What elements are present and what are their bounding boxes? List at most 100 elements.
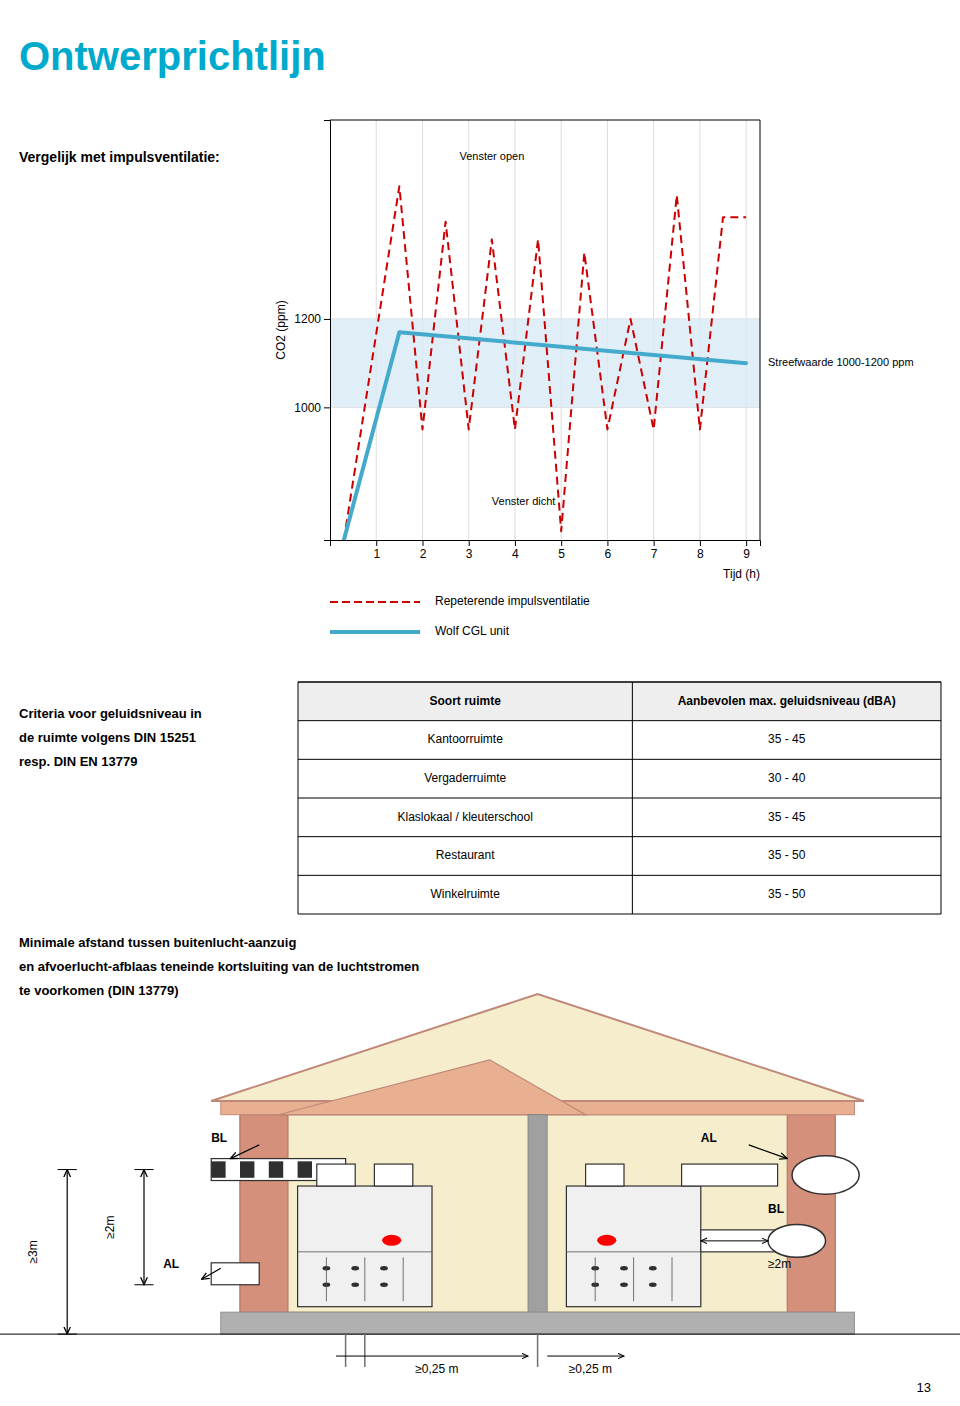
table-rule xyxy=(298,720,941,721)
grid xyxy=(330,120,760,540)
x-axis: 123456789 xyxy=(331,540,761,561)
unit-line xyxy=(566,1251,700,1252)
x-tick-label: 3 xyxy=(466,547,473,561)
x-tick-label: 1 xyxy=(373,547,380,561)
fan xyxy=(768,1224,826,1257)
pipe xyxy=(364,1334,366,1367)
table-cell: Klaslokaal / kleuterschool xyxy=(397,810,532,824)
x-tick-mark xyxy=(746,540,747,546)
duct xyxy=(701,1230,778,1252)
x-axis-title: Tijd (h) xyxy=(723,567,760,581)
y-tick-mark xyxy=(324,407,330,408)
x-tick: 6 xyxy=(605,540,612,561)
y-tick: 1000 xyxy=(294,401,330,415)
chart-title: Vergelijk met impulsventilatie: xyxy=(19,149,220,165)
unit-dot xyxy=(380,1266,388,1270)
table-cell: 35 - 45 xyxy=(768,732,806,746)
x-tick-mark xyxy=(607,540,608,546)
duct xyxy=(317,1164,355,1186)
ventilation-unit xyxy=(298,1186,432,1307)
x-tick-label: 8 xyxy=(697,547,704,561)
x-tick-mark xyxy=(422,540,423,546)
x-tick: 4 xyxy=(512,540,519,561)
distance-arrow xyxy=(67,1170,68,1335)
duct-band xyxy=(269,1161,283,1177)
page: Ontwerprichtlijn Vergelijk met impulsvent… xyxy=(0,0,960,1406)
unit-line xyxy=(595,1257,596,1301)
inner-roof xyxy=(278,1060,585,1115)
x-tick: 8 xyxy=(697,540,704,561)
table-cell: Kantoorruimte xyxy=(427,732,503,746)
house-wall xyxy=(240,1115,835,1312)
diagram-label: BL xyxy=(768,1202,784,1216)
table-header-cell: Aanbevolen max. geluidsniveau (dBA) xyxy=(678,694,896,708)
distance-text: en afvoerlucht-afblaas teneinde kortslui… xyxy=(19,959,419,974)
table: Soort ruimteAanbevolen max. geluidsnivea… xyxy=(298,682,941,914)
brick-wall xyxy=(787,1115,835,1312)
unit-line xyxy=(364,1257,365,1301)
distance-tick xyxy=(58,1169,77,1170)
x-tick-mark xyxy=(561,540,562,546)
y-tick-label: 1000 xyxy=(294,401,321,415)
distance-arrow xyxy=(143,1170,144,1285)
plot-frame-right xyxy=(760,120,761,540)
series-line xyxy=(344,186,746,540)
x-tick-mark xyxy=(469,540,470,546)
unit-dot xyxy=(649,1283,657,1287)
unit-line xyxy=(298,1251,432,1252)
duct-band xyxy=(240,1161,254,1177)
diagram-label: ≥0,25 m xyxy=(569,1362,612,1376)
y-axis: 10001200 xyxy=(294,121,330,541)
unit-dot xyxy=(620,1283,628,1287)
table-rule xyxy=(298,798,941,799)
distance-text: Minimale afstand tussen buitenlucht-aanz… xyxy=(19,935,296,950)
page-title: Ontwerprichtlijn xyxy=(19,34,326,78)
ground-line xyxy=(0,1334,960,1335)
x-tick: 1 xyxy=(373,540,380,561)
y-axis-line xyxy=(324,121,331,541)
table-cell: Vergaderruimte xyxy=(424,771,506,785)
unit-indicator xyxy=(382,1235,401,1246)
table-cell: 35 - 45 xyxy=(768,810,806,824)
distance-arrow xyxy=(701,1240,768,1241)
x-tick-label: 7 xyxy=(651,547,658,561)
unit-dot xyxy=(351,1266,359,1270)
table-rule xyxy=(298,682,299,914)
table-rule xyxy=(298,875,941,876)
table-cell: 35 - 50 xyxy=(768,887,806,901)
fan xyxy=(792,1156,859,1194)
x-tick: 5 xyxy=(558,540,565,561)
table-rule xyxy=(298,681,941,683)
series-line xyxy=(344,332,746,540)
x-tick-label: 2 xyxy=(420,547,427,561)
legend-label: Repeterende impulsventilatie xyxy=(435,594,590,608)
unit-dot xyxy=(380,1283,388,1287)
distance-tick xyxy=(134,1284,153,1285)
table-cell: Restaurant xyxy=(436,848,495,862)
roof xyxy=(211,994,864,1101)
diagram-label: BL xyxy=(211,1131,227,1145)
table-rule xyxy=(298,914,941,915)
page-number: 13 xyxy=(917,1380,931,1395)
y-tick-mark xyxy=(324,319,330,320)
x-tick-mark xyxy=(700,540,701,546)
duct xyxy=(211,1263,259,1285)
x-tick-label: 4 xyxy=(512,547,519,561)
table-rule xyxy=(298,836,941,837)
unit-dot xyxy=(649,1266,657,1270)
y-axis-title: CO2 (ppm) xyxy=(274,300,288,359)
flow-arrow xyxy=(230,1145,259,1159)
x-tick: 2 xyxy=(420,540,427,561)
duct-band xyxy=(211,1161,225,1177)
x-tick-mark xyxy=(654,540,655,546)
floor xyxy=(221,1312,855,1334)
flow-arrow xyxy=(749,1145,787,1159)
duct xyxy=(374,1164,412,1186)
plot-area xyxy=(330,186,760,540)
duct xyxy=(682,1164,778,1186)
criteria-text: Criteria voor geluidsniveau in xyxy=(19,706,202,721)
unit-line xyxy=(633,1257,634,1301)
band-label: Streefwaarde 1000-1200 ppm xyxy=(768,356,914,368)
center-wall xyxy=(528,1115,547,1312)
duct xyxy=(586,1164,624,1186)
